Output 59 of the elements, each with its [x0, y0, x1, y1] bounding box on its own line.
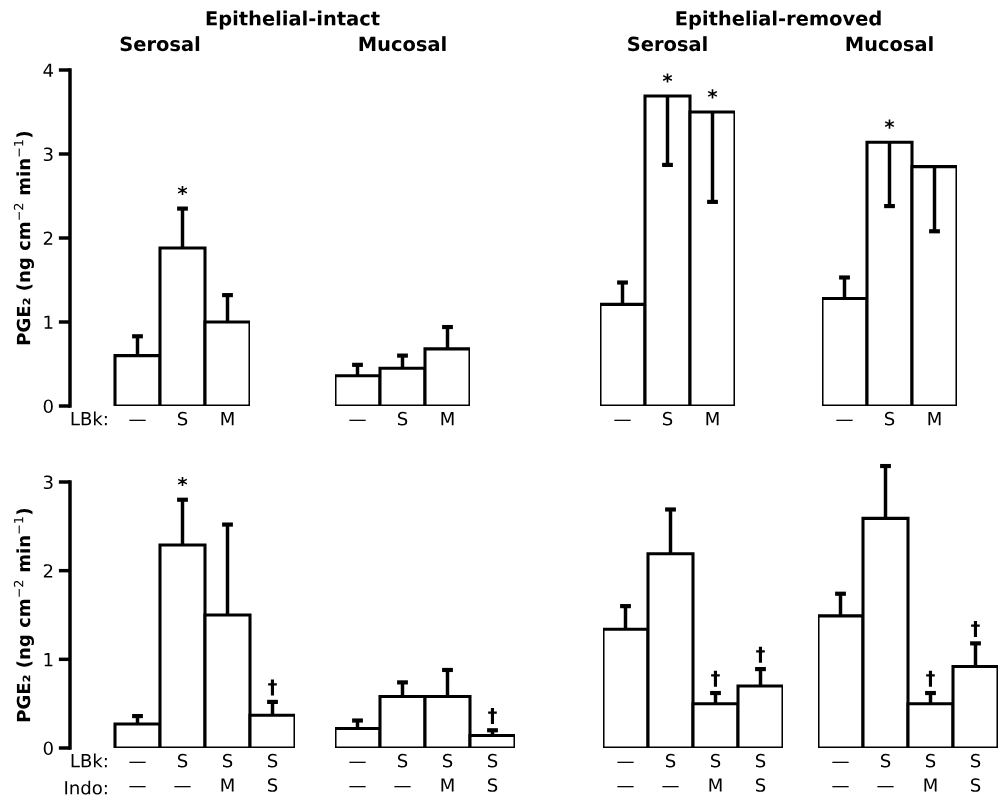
x-tick-label: — — [836, 419, 853, 421]
y-tick-label: 4 — [43, 63, 54, 77]
x-tick-label: S — [177, 411, 188, 426]
y-tick-label: 2 — [43, 564, 53, 578]
x-tick-label: — — [614, 419, 631, 421]
x-tick-label: S S — [755, 753, 766, 792]
data-label: * — [177, 185, 188, 195]
data-label: * — [662, 73, 673, 83]
category-label: — — — [129, 761, 146, 788]
category-label: — — — [349, 761, 366, 788]
x-tick-label: S M — [221, 753, 234, 792]
data-label: † — [711, 670, 720, 687]
x-tick-label: S M — [709, 753, 722, 792]
x-tick-label: M — [221, 412, 234, 426]
x-tick-label: S — [397, 411, 408, 426]
data-label: † — [971, 620, 980, 638]
chart-title: Mucosal — [359, 36, 446, 52]
x-tick-label: S S — [267, 753, 278, 792]
data-label: † — [926, 670, 935, 687]
x-tick-label: S — [884, 411, 895, 426]
y-tick-label: 2 — [43, 231, 53, 245]
data-label: † — [268, 679, 277, 696]
x-tick-label: S M — [441, 753, 454, 792]
chart-subtitle: Serosal — [120, 36, 200, 52]
y-tick-label: 1 — [44, 315, 53, 329]
y-tick-label: 3 — [43, 475, 53, 490]
text: LBk: — [71, 411, 107, 426]
y-axis-title: PGE₂ (ng cm$^{−2}$ min$^{−1}$) — [13, 131, 34, 345]
chart-title: Mucosal — [846, 36, 933, 52]
category-label: — — — [617, 761, 634, 788]
x-tick-label: S — — [662, 753, 679, 788]
x-tick-label: M — [706, 412, 719, 426]
text: Indo: — [65, 780, 107, 795]
x-tick-label: S — — [877, 753, 894, 788]
data-label: * — [884, 119, 895, 129]
y-tick-label: 0 — [43, 399, 53, 414]
x-tick-label: S — — [174, 753, 191, 788]
chart-subtitle: Serosal — [628, 36, 707, 52]
x-tick-label: M — [441, 412, 454, 426]
x-tick-label: M — [928, 412, 941, 426]
x-tick-label: S S — [970, 753, 981, 792]
data-label: † — [488, 707, 497, 724]
x-tick-label: S — — [394, 753, 411, 788]
x-tick-label: — — [349, 419, 366, 421]
y-tick-label: 1 — [44, 653, 53, 667]
y-tick-label: 0 — [43, 741, 53, 756]
category-label: — — — [832, 761, 849, 788]
data-label: † — [756, 646, 765, 663]
y-tick-label: 3 — [43, 147, 53, 162]
text: Epithelial-removed — [676, 10, 881, 30]
text: LBk: — [71, 753, 107, 768]
x-tick-label: S — [662, 411, 673, 426]
data-label: * — [177, 477, 188, 487]
y-axis-title: PGE₂ (ng cm$^{−2}$ min$^{−1}$) — [13, 508, 34, 722]
data-label: * — [707, 89, 718, 99]
text: Epithelial-intact — [206, 10, 380, 30]
x-tick-label: — — [129, 419, 146, 421]
x-tick-label: S S — [487, 753, 498, 792]
x-tick-label: S M — [924, 753, 937, 792]
